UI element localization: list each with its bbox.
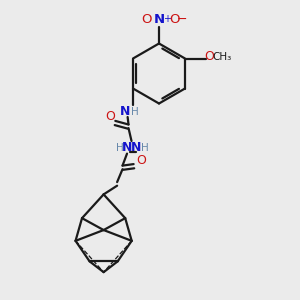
Text: N: N bbox=[153, 13, 165, 26]
Text: +: + bbox=[164, 14, 171, 25]
Text: CH₃: CH₃ bbox=[213, 52, 232, 62]
Text: N: N bbox=[122, 141, 132, 154]
Text: O: O bbox=[205, 50, 214, 64]
Text: N: N bbox=[131, 141, 142, 154]
Text: H: H bbox=[141, 142, 148, 153]
Text: −: − bbox=[177, 13, 188, 26]
Text: O: O bbox=[136, 154, 146, 167]
Text: O: O bbox=[141, 13, 152, 26]
Text: N: N bbox=[120, 105, 131, 118]
Text: H: H bbox=[116, 142, 124, 153]
Text: H: H bbox=[131, 106, 139, 117]
Text: O: O bbox=[169, 13, 180, 26]
Text: O: O bbox=[105, 110, 115, 123]
